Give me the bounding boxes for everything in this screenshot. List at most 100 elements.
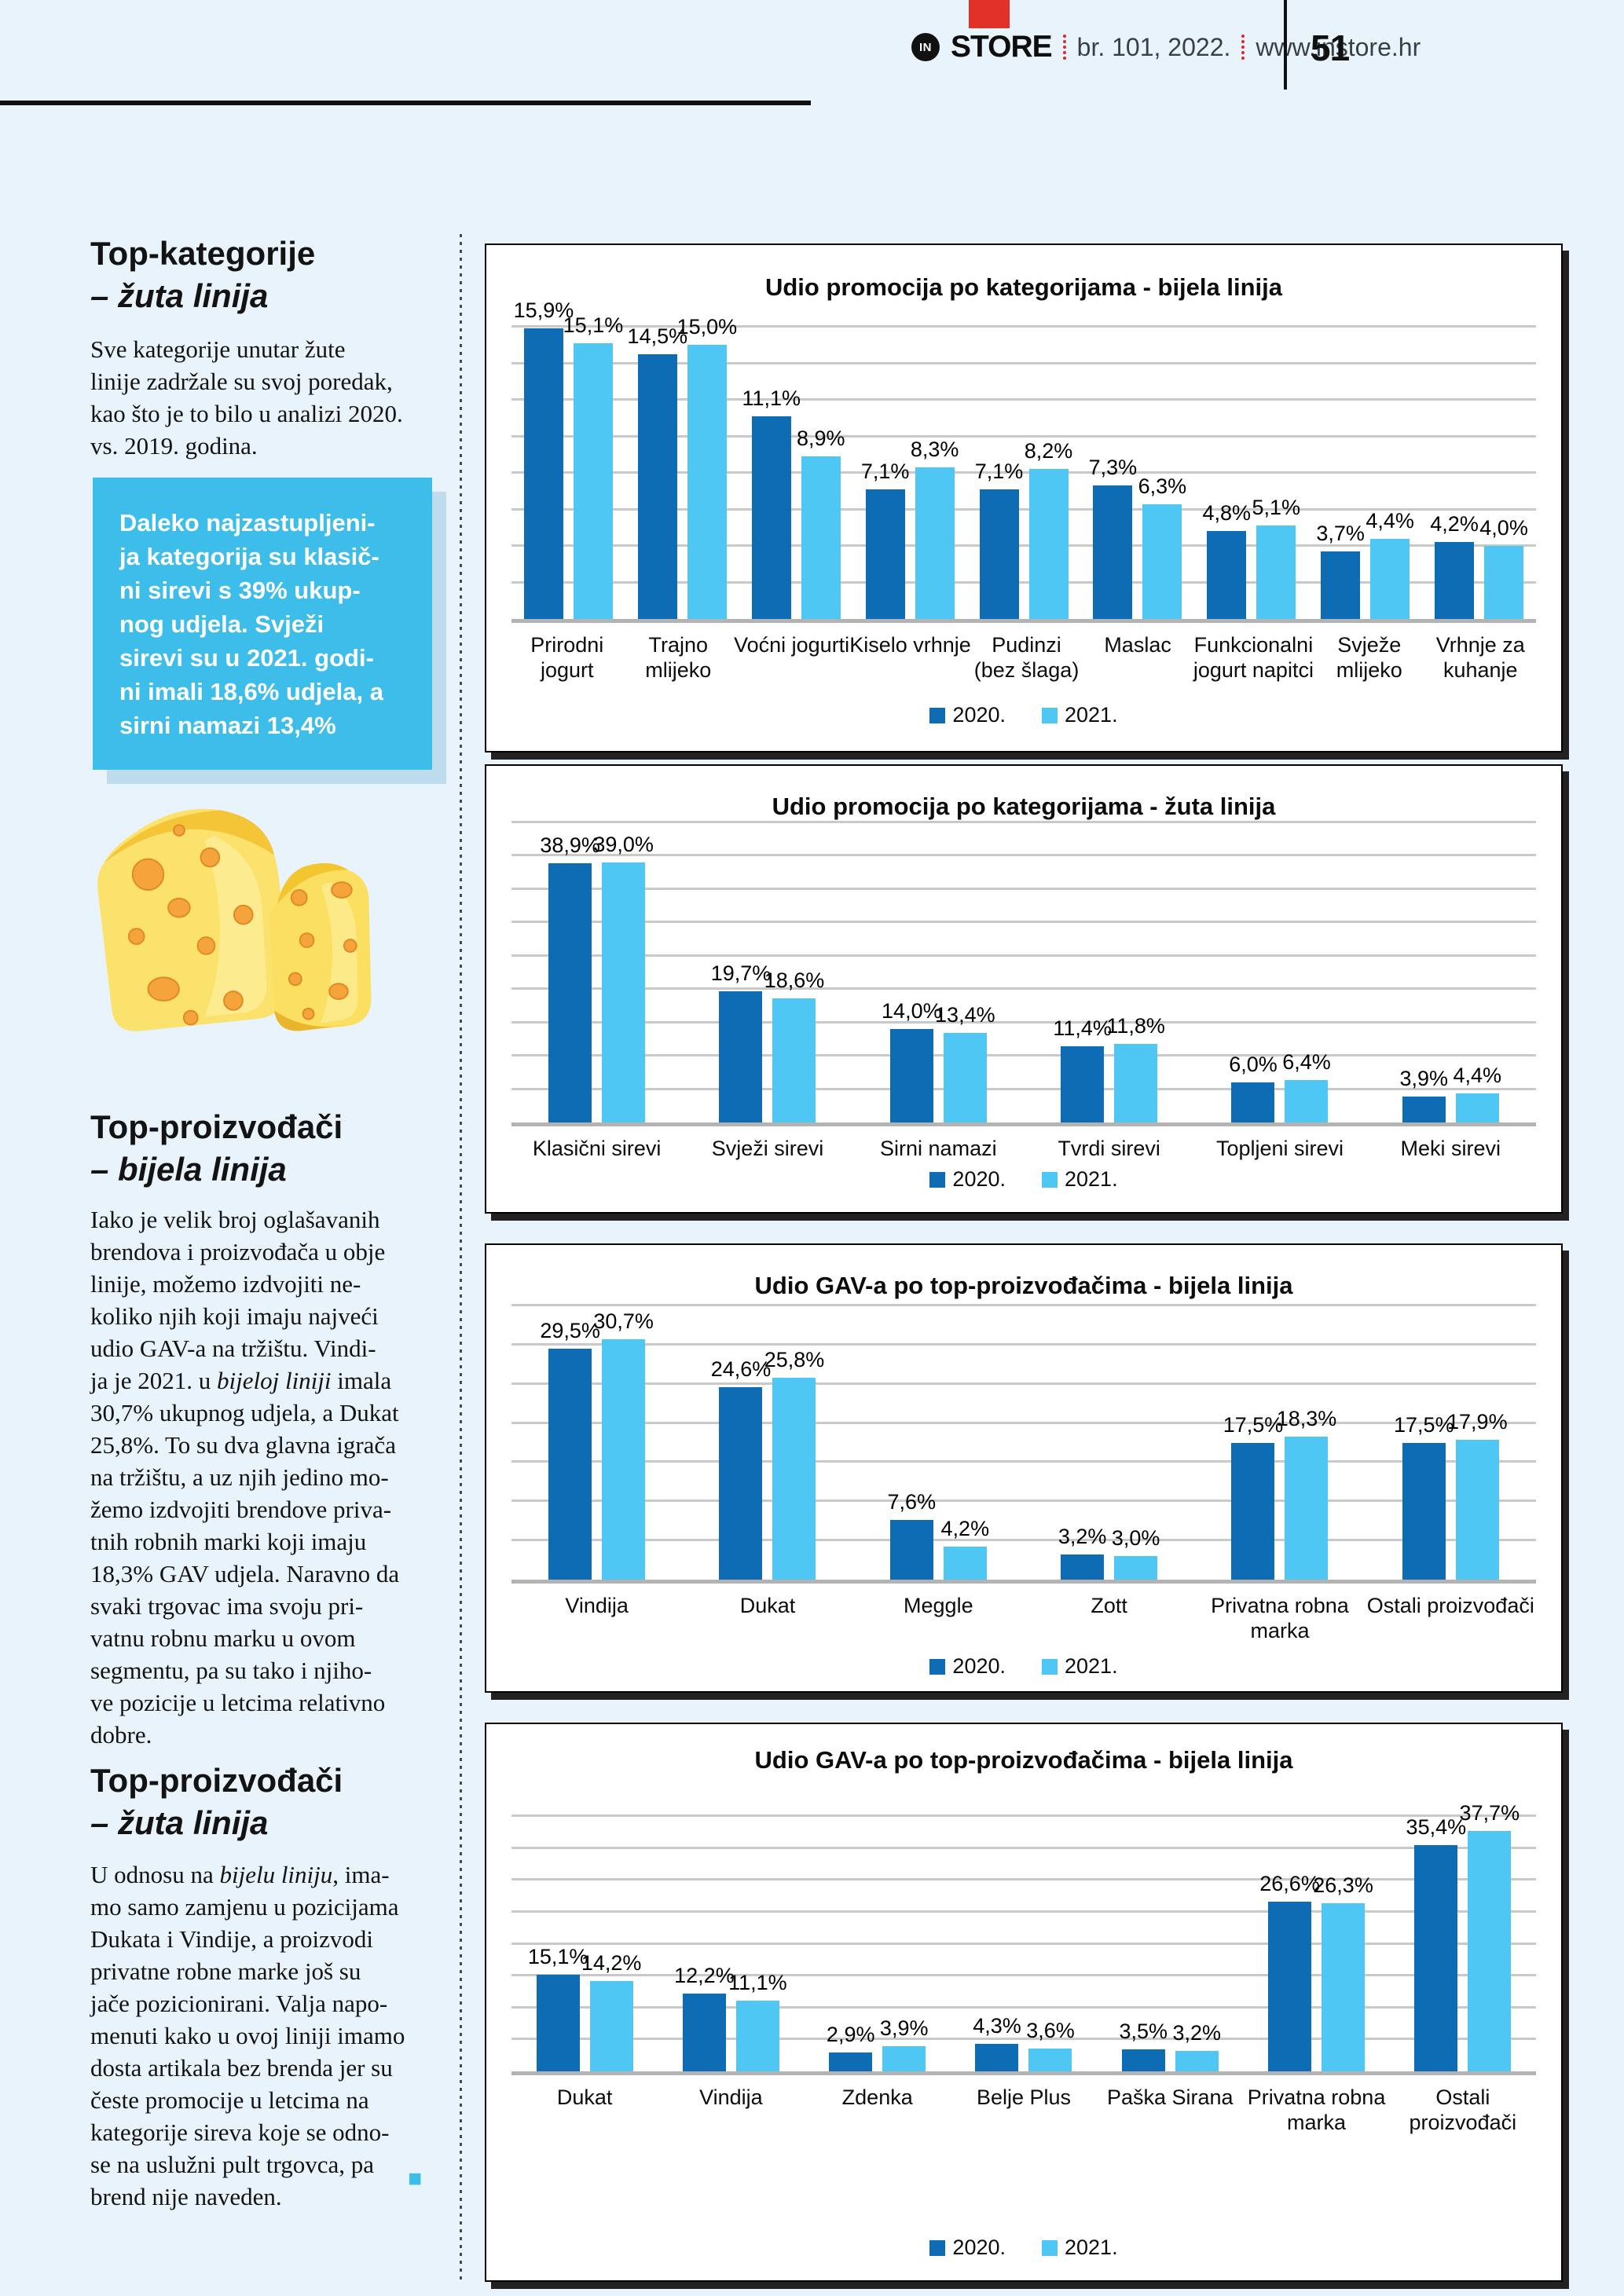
gridline	[511, 1500, 1536, 1503]
value-label: 13,4%	[935, 1003, 995, 1027]
instore-logo-text: STORE	[951, 30, 1053, 64]
bar-2020: 3,2%	[1058, 1525, 1106, 1580]
bar-2020: 17,5%	[1394, 1413, 1454, 1580]
article-end-marker: ■	[408, 2166, 423, 2192]
paragraph-top-proizvodjaci-bijela: Iako je velik broj oglašavanih brendova …	[90, 1206, 400, 1749]
legend-label: 2021.	[1065, 2236, 1118, 2259]
heading-line2: – žuta linija	[90, 1804, 269, 1841]
bar-2021: 8,3%	[911, 438, 959, 619]
paragraph-top-proizvodjaci-zuta: U odnosu na bijelu liniju, ima- mo samo …	[90, 1861, 405, 2210]
value-label: 39,0%	[593, 832, 654, 856]
value-label: 6,0%	[1229, 1053, 1278, 1077]
bar-2020: 4,2%	[1430, 512, 1479, 619]
chart-legend: 2020. 2021.	[486, 2236, 1561, 2260]
bar-group: 3,9% 4,4%	[1366, 822, 1536, 1122]
bar-2020: 14,5%	[628, 324, 687, 619]
category-label: Dukat	[556, 2085, 613, 2109]
bar-group: 6,0% 6,4%	[1194, 822, 1365, 1122]
category-label: Prirodni jogurt	[530, 633, 604, 682]
gridline	[511, 580, 1536, 584]
gridline	[511, 1087, 1536, 1090]
value-label: 3,9%	[1399, 1066, 1449, 1090]
category-label: Ostali proizvođači	[1366, 1594, 1534, 1617]
value-label: 4,3%	[973, 2014, 1021, 2038]
bar-group: 4,2% 4,0%	[1422, 327, 1536, 619]
legend-key-swatch	[929, 2239, 946, 2256]
legend-item: 2020.	[929, 2236, 1006, 2260]
legend-item: 2021.	[1042, 703, 1118, 727]
value-label: 4,0%	[1479, 516, 1528, 540]
masthead: IN STORE br. 101, 2022. www.instore.hr	[911, 28, 1421, 66]
value-label: 14,5%	[627, 324, 688, 348]
bar-2020: 6,0%	[1229, 1053, 1278, 1122]
legend-key-swatch	[929, 1658, 946, 1675]
legend-label: 2020.	[952, 1654, 1006, 1678]
bar-group: 15,9% 15,1%	[511, 298, 625, 619]
header-separator-dots	[1062, 35, 1066, 60]
bar-2020: 24,6%	[711, 1357, 771, 1580]
gridline	[511, 987, 1536, 991]
bar-group: 15,1% 14,2%	[511, 1816, 658, 2071]
bar-group: 14,5% 15,0%	[625, 315, 739, 619]
gridline	[511, 507, 1536, 511]
category-label: Trajno mlijeko	[645, 633, 712, 682]
value-label: 3,2%	[1172, 2021, 1222, 2045]
legend-label: 2021.	[1065, 703, 1118, 727]
heading-line2: – bijela linija	[90, 1151, 287, 1188]
bar-2020: 26,6%	[1259, 1872, 1320, 2071]
legend-label: 2021.	[1065, 1654, 1118, 1678]
legend-key-swatch	[1042, 707, 1058, 723]
value-label: 15,9%	[513, 298, 574, 323]
bar-2020: 11,4%	[1053, 1016, 1112, 1122]
value-label: 35,4%	[1406, 1815, 1467, 1840]
category-label: Voćni jogurti	[734, 633, 850, 657]
value-label: 3,0%	[1111, 1526, 1160, 1551]
bar-2020: 3,5%	[1119, 2020, 1168, 2071]
bar-group: 7,1% 8,3%	[853, 327, 967, 619]
bar-2020: 14,0%	[882, 999, 942, 1122]
category-label: Sirni namazi	[880, 1137, 997, 1160]
section-heading-top-proizvodjaci-zuta: Top-proizvođači – žuta linija	[90, 1760, 460, 1844]
bar-group: 38,9% 39,0%	[511, 822, 682, 1122]
legend-key-swatch	[1042, 1658, 1058, 1675]
bar-2021: 3,6%	[1026, 2019, 1075, 2071]
section-heading-top-kategorije: Top-kategorije – žuta linija	[90, 233, 460, 317]
bar-2021: 4,4%	[1366, 509, 1414, 619]
category-label: Zott	[1091, 1594, 1127, 1617]
chart-promocije-bijela-linija: Udio promocija po kategorijama - bijela …	[485, 244, 1563, 753]
bar-group: 26,6% 26,3%	[1243, 1816, 1389, 2071]
value-label: 18,6%	[764, 969, 825, 993]
bar-2020: 3,7%	[1316, 522, 1365, 619]
value-label: 4,4%	[1366, 508, 1414, 533]
bar-group: 11,4% 11,8%	[1024, 822, 1194, 1122]
page-number: 51	[1311, 27, 1350, 68]
chart-promocije-zuta-linija: Udio promocija po kategorijama - žuta li…	[485, 764, 1563, 1214]
bar-2020: 17,5%	[1223, 1413, 1283, 1580]
gridline	[511, 2005, 1536, 2009]
bar-2021: 8,9%	[797, 427, 845, 619]
value-label: 12,2%	[674, 1963, 735, 1987]
value-label: 15,0%	[676, 315, 738, 339]
chart-title: Udio GAV-a po top-proizvođačima - bijela…	[754, 1746, 1293, 1774]
plot-area: 15,9% 15,1% 14,5% 15,0% 11,1% 8,9% 7,1% 8,3% 7,1…	[511, 298, 1536, 623]
bar-2021: 11,1%	[728, 1971, 787, 2071]
category-label: Paška Sirana	[1106, 2085, 1234, 2109]
bar-2021: 3,9%	[880, 2016, 928, 2071]
bar-group: 11,1% 8,9%	[739, 327, 853, 619]
category-label: Svježi sirevi	[711, 1137, 824, 1160]
gridline	[511, 1910, 1536, 1913]
category-label: Zdenka	[841, 2085, 913, 2109]
bar-2021: 3,0%	[1112, 1526, 1160, 1580]
bar-group: 35,4% 37,7%	[1390, 1801, 1536, 2071]
bar-2020: 2,9%	[827, 2023, 874, 2071]
gridline	[511, 1814, 1536, 1817]
legend-item: 2021.	[1042, 1167, 1118, 1192]
bar-2020: 38,9%	[540, 833, 600, 1122]
bar-2020: 4,8%	[1203, 501, 1251, 619]
header-separator-dots	[1241, 35, 1245, 60]
category-label: Privatna robna marka	[1247, 2085, 1386, 2134]
gridline	[511, 361, 1536, 364]
dotted-column-separator	[460, 234, 462, 2284]
bar-group: 19,7% 18,6%	[682, 822, 852, 1122]
bar-group: 17,5% 17,9%	[1366, 1305, 1536, 1580]
